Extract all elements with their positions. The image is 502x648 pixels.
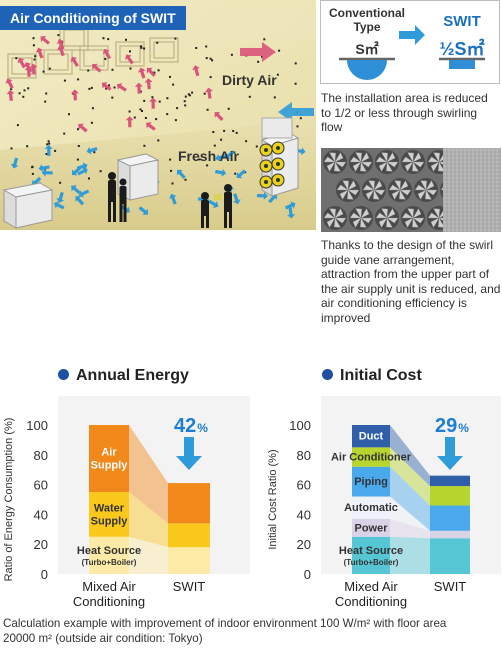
segment-label: Heat Source xyxy=(339,545,403,557)
segment-label: Water xyxy=(94,502,125,514)
connector-band xyxy=(390,536,430,574)
y-tick-label: 60 xyxy=(297,478,311,493)
bar-segment xyxy=(89,492,129,537)
y-tick-label: 0 xyxy=(304,567,311,582)
x-tick-label: Mixed Air xyxy=(344,579,398,594)
connector-band xyxy=(129,425,168,524)
x-tick-label: SWIT xyxy=(173,579,206,594)
segment-label: Supply xyxy=(91,460,129,472)
bar-segment xyxy=(168,483,210,524)
x-tick-label: Conditioning xyxy=(335,594,407,609)
footnote-line-1: Calculation example with improvement of … xyxy=(3,617,447,630)
initial-cost-title: Initial Cost xyxy=(340,367,422,384)
segment-label: Air Conditioner xyxy=(331,452,412,464)
conventional-area: S㎡ xyxy=(355,41,379,57)
bar-segment xyxy=(352,496,390,519)
segment-label: Automatic xyxy=(344,502,398,514)
initial-cost-heading: Initial Cost xyxy=(322,367,422,385)
segment-label: Power xyxy=(354,522,388,534)
segment-sublabel: (Turbo+Boiler) xyxy=(344,558,399,567)
hero-title: Air Conditioning of SWIT xyxy=(0,6,186,30)
bar-segment xyxy=(430,475,470,487)
swit-area: ½S㎡ xyxy=(439,39,485,59)
y-tick-label: 80 xyxy=(297,448,311,463)
hero-illustration: Air Conditioning of SWIT Dirty Air Fresh… xyxy=(0,0,316,230)
segment-label: Heat Source xyxy=(77,545,141,557)
reduction-percent: 42% xyxy=(174,415,208,437)
footnote: Calculation example with improvement of … xyxy=(3,616,499,646)
segment-label: Air xyxy=(101,447,117,459)
y-tick-label: 20 xyxy=(297,537,311,552)
x-tick-label: SWIT xyxy=(434,579,467,594)
conventional-type-label: Conventional Type xyxy=(328,6,405,34)
y-axis-label: Ratio of Energy Consumption (%) xyxy=(3,418,15,582)
y-tick-label: 60 xyxy=(34,478,48,493)
room-illustration xyxy=(0,0,316,230)
bar-segment xyxy=(352,518,390,537)
bar-segment xyxy=(352,466,390,497)
connector-band xyxy=(390,447,430,506)
connector-band xyxy=(129,536,168,574)
swirl-vane-photo xyxy=(321,148,501,232)
connector-band xyxy=(390,496,430,531)
segment-label: Duct xyxy=(359,431,384,443)
annual-energy-heading: Annual Energy xyxy=(58,367,189,385)
segment-label: Piping xyxy=(354,476,388,488)
floor-unit xyxy=(116,153,160,201)
bar-segment xyxy=(352,536,390,574)
swit-label: SWIT xyxy=(443,13,481,30)
connector-band xyxy=(129,492,168,548)
y-tick-label: 100 xyxy=(26,418,48,433)
connector-band xyxy=(390,425,430,487)
x-tick-label: Mixed Air xyxy=(82,579,136,594)
y-tick-label: 80 xyxy=(34,448,48,463)
comparison-diagram xyxy=(339,25,485,80)
segment-sublabel: (Turbo+Boiler) xyxy=(82,558,137,567)
connector-band xyxy=(390,518,430,539)
fresh-air-label: Fresh Air xyxy=(178,148,239,164)
bar-segment xyxy=(352,425,390,448)
x-tick-label: Conditioning xyxy=(73,594,145,609)
dirty-air-label: Dirty Air xyxy=(222,72,277,88)
bar-segment xyxy=(89,536,129,574)
bullet-icon xyxy=(58,369,69,380)
segment-label: Supply xyxy=(91,515,129,527)
bar-segment xyxy=(352,447,390,467)
bar-segment xyxy=(430,538,470,574)
bar-segment xyxy=(168,547,210,574)
bar-segment xyxy=(89,425,129,493)
y-tick-label: 0 xyxy=(41,567,48,582)
footnote-line-2: 20000 m² (outside air condition: Tokyo) xyxy=(3,632,203,645)
y-tick-label: 100 xyxy=(289,418,311,433)
annual-energy-chart: Ratio of Energy Consumption (%) 0 20 40 60 80… xyxy=(3,396,250,609)
comparison-box: Conventional Type S㎡ SWIT ½S㎡ xyxy=(320,0,500,84)
installation-caption: The installation area is reduced to 1/2 … xyxy=(321,91,488,134)
down-arrow-icon xyxy=(437,437,463,470)
reduction-percent: 29% xyxy=(435,415,469,437)
vane-caption: Thanks to the design of the swirl guide … xyxy=(321,238,501,325)
y-tick-label: 40 xyxy=(297,507,311,522)
plot-area xyxy=(321,396,501,574)
bar-segment xyxy=(168,523,210,548)
annual-energy-title: Annual Energy xyxy=(76,367,189,384)
y-tick-label: 20 xyxy=(34,537,48,552)
floor-unit xyxy=(2,182,54,229)
y-axis-label: Initial Cost Ratio (%) xyxy=(267,449,279,549)
right-arrow-icon xyxy=(399,25,425,45)
bar-segment xyxy=(430,486,470,506)
bar-segment xyxy=(430,505,470,531)
bar-segment xyxy=(430,530,470,539)
initial-cost-chart: Initial Cost Ratio (%) 0 20 40 60 80 100 Heat S… xyxy=(267,396,501,609)
y-tick-label: 40 xyxy=(34,507,48,522)
people-silhouettes xyxy=(108,172,232,228)
connector-band xyxy=(390,466,430,531)
down-arrow-icon xyxy=(176,437,202,470)
bullet-icon xyxy=(322,369,333,380)
